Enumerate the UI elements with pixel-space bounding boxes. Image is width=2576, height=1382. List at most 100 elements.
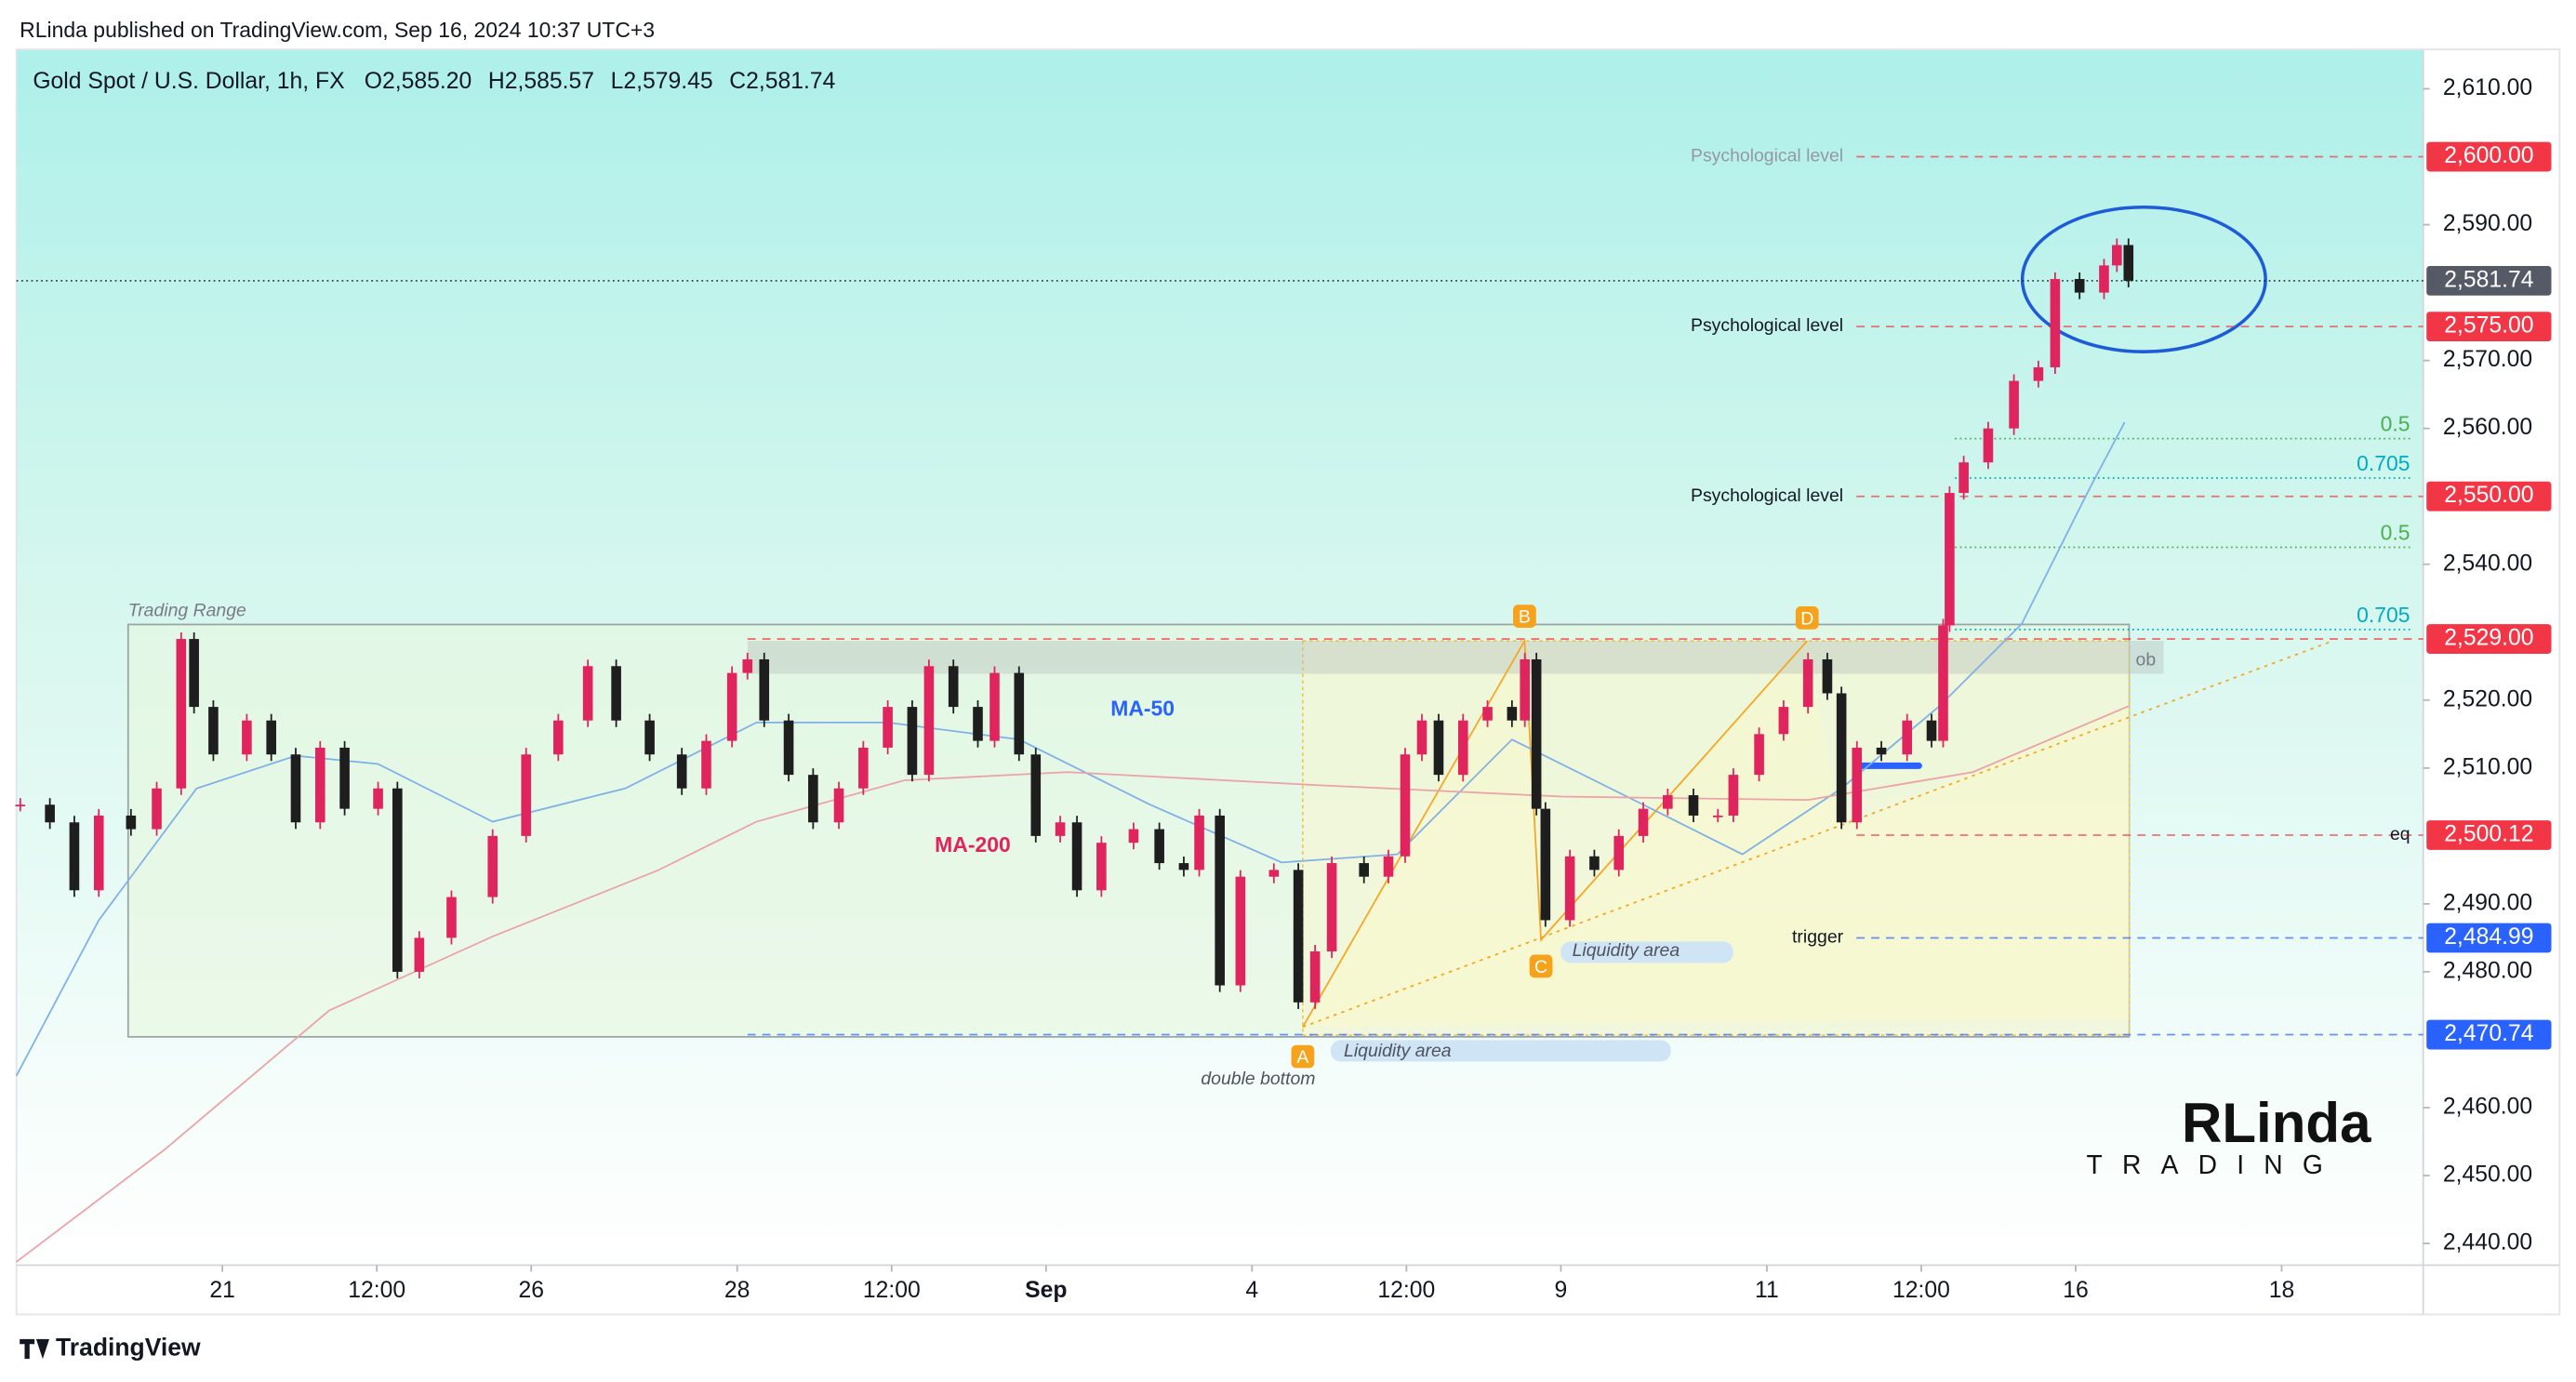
candle <box>1055 822 1066 836</box>
x-tick-label: 18 <box>2269 1278 2295 1303</box>
annotation: ob <box>2136 649 2157 670</box>
candle <box>2074 278 2085 293</box>
candle <box>676 754 687 789</box>
candle <box>1688 795 1699 816</box>
candle <box>1836 693 1847 823</box>
level-text: Psychological level <box>1691 146 1843 166</box>
candle <box>2099 265 2109 293</box>
y-tick-label: 2,590.00 <box>2443 211 2532 236</box>
candle <box>152 788 162 830</box>
candle <box>373 788 383 809</box>
candle <box>907 707 918 776</box>
x-tick-label: 26 <box>519 1278 544 1303</box>
x-tick-label: 28 <box>724 1278 750 1303</box>
ohlc-name: O <box>365 69 382 94</box>
candle <box>582 666 593 721</box>
level-text: Psychological level <box>1691 315 1843 336</box>
ohlc-value: 2,585.57 <box>505 69 594 94</box>
level-price-box <box>2426 624 2552 654</box>
footer-logo <box>20 1338 49 1360</box>
candle <box>2050 278 2061 367</box>
level-price-box <box>2426 312 2552 342</box>
level-price-label: 2,550.00 <box>2444 483 2533 508</box>
x-tick-label: 12:00 <box>1892 1278 1950 1303</box>
y-tick-label: 2,520.00 <box>2443 686 2532 711</box>
ohlc-name: C <box>729 69 746 94</box>
candle <box>726 672 737 741</box>
level-price-label: 2,484.99 <box>2444 924 2533 950</box>
candle <box>69 822 80 891</box>
x-tick-label: 4 <box>1245 1278 1258 1303</box>
annotation: D <box>1800 608 1813 629</box>
level-price-box <box>2426 820 2552 850</box>
ohlc-name: H <box>488 69 505 94</box>
candle <box>189 639 199 708</box>
candle <box>1778 707 1789 735</box>
candle <box>208 707 219 755</box>
point-marker <box>1529 954 1553 978</box>
candle <box>2112 245 2122 266</box>
candle <box>1938 625 1948 741</box>
frame <box>15 48 2561 1316</box>
annotation: A <box>1296 1047 1308 1068</box>
candle <box>701 740 711 789</box>
candle <box>1822 658 1833 694</box>
highlight-circle <box>2020 205 2267 353</box>
candle <box>2123 245 2134 281</box>
candle <box>314 747 325 823</box>
publisher-header: RLinda published on TradingView.com, Sep… <box>20 18 655 42</box>
candle <box>1030 754 1042 836</box>
annotation: Liquidity area <box>1573 940 1680 961</box>
level-price-box <box>2426 481 2552 512</box>
candle <box>1433 720 1444 776</box>
level-price-label: 2,581.74 <box>2444 267 2533 292</box>
ohlc-value: 2,581.74 <box>746 69 835 94</box>
y-tick-label: 2,610.00 <box>2443 75 2532 100</box>
point-marker <box>1513 605 1536 628</box>
x-tick-label: 9 <box>1555 1278 1568 1303</box>
annotation: Trading Range <box>128 600 246 620</box>
ohlc-name: L <box>611 69 624 94</box>
candle <box>1564 856 1575 921</box>
fib-label: 0.705 <box>2357 451 2410 475</box>
candle <box>1326 863 1337 952</box>
y-tick-label: 2,480.00 <box>2443 958 2532 983</box>
candle <box>392 788 403 972</box>
candle <box>521 754 532 836</box>
symbol-title: Gold Spot / U.S. Dollar, 1h, FX <box>33 69 344 94</box>
candle <box>1359 863 1369 877</box>
candle <box>1014 672 1025 755</box>
candle <box>266 720 276 755</box>
x-tick-label: 12:00 <box>348 1278 405 1303</box>
candle <box>989 672 1000 741</box>
candle <box>1926 720 1937 741</box>
level-price-box <box>2426 923 2552 953</box>
candle <box>487 835 498 897</box>
y-tick-label: 2,440.00 <box>2443 1230 2532 1256</box>
candle <box>1712 815 1723 817</box>
annotation: MA-50 <box>1110 696 1175 720</box>
level-price-label: 2,575.00 <box>2444 313 2533 339</box>
candle <box>553 720 564 755</box>
candle <box>1383 856 1394 877</box>
candle <box>611 666 621 721</box>
candle <box>1959 462 1969 494</box>
candle <box>1268 870 1280 877</box>
candle <box>973 707 983 741</box>
candle <box>1802 658 1813 708</box>
x-tick-label: 12:00 <box>863 1278 921 1303</box>
ohlc-value: 2,585.20 <box>382 69 471 94</box>
candle <box>1293 870 1304 1003</box>
level-price-label: 2,529.00 <box>2444 626 2533 651</box>
candle <box>45 804 55 823</box>
footer-brand: TradingView <box>56 1334 201 1362</box>
level-price-label: 2,470.74 <box>2444 1021 2533 1046</box>
y-tick-label: 2,490.00 <box>2443 890 2532 915</box>
y-tick-label: 2,450.00 <box>2443 1163 2532 1188</box>
candle <box>1728 775 1739 816</box>
level-price-label: 2,600.00 <box>2444 143 2533 168</box>
levels: Psychological level Psychological level Ps… <box>16 146 2423 1036</box>
candle <box>1400 754 1411 857</box>
candle <box>1215 815 1225 986</box>
